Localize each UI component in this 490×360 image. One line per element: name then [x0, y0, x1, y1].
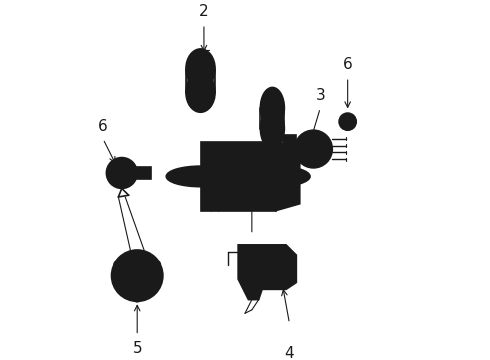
Text: 5: 5 — [132, 341, 142, 356]
Circle shape — [152, 260, 161, 269]
Text: 6: 6 — [98, 119, 108, 134]
Bar — [137, 167, 151, 179]
Ellipse shape — [166, 166, 235, 187]
Circle shape — [294, 130, 332, 168]
Text: 6: 6 — [343, 57, 352, 72]
Ellipse shape — [242, 166, 310, 187]
Text: 3: 3 — [316, 88, 325, 103]
Text: 2: 2 — [199, 4, 209, 19]
Polygon shape — [200, 142, 276, 211]
Circle shape — [113, 165, 130, 181]
Polygon shape — [238, 245, 296, 300]
Polygon shape — [276, 142, 300, 211]
Circle shape — [339, 113, 356, 130]
Ellipse shape — [186, 73, 215, 112]
Circle shape — [301, 137, 325, 161]
Bar — [253, 255, 267, 265]
Circle shape — [112, 250, 163, 301]
Circle shape — [133, 294, 141, 302]
Text: 1: 1 — [247, 245, 257, 260]
Ellipse shape — [186, 49, 215, 88]
Bar — [248, 253, 272, 272]
Circle shape — [286, 170, 300, 183]
Circle shape — [114, 260, 122, 269]
Ellipse shape — [260, 87, 284, 129]
Circle shape — [119, 257, 156, 294]
Text: 4: 4 — [285, 346, 294, 360]
Circle shape — [283, 143, 295, 155]
Bar — [283, 135, 295, 163]
Circle shape — [106, 158, 137, 188]
Ellipse shape — [260, 108, 284, 149]
Circle shape — [127, 265, 147, 286]
